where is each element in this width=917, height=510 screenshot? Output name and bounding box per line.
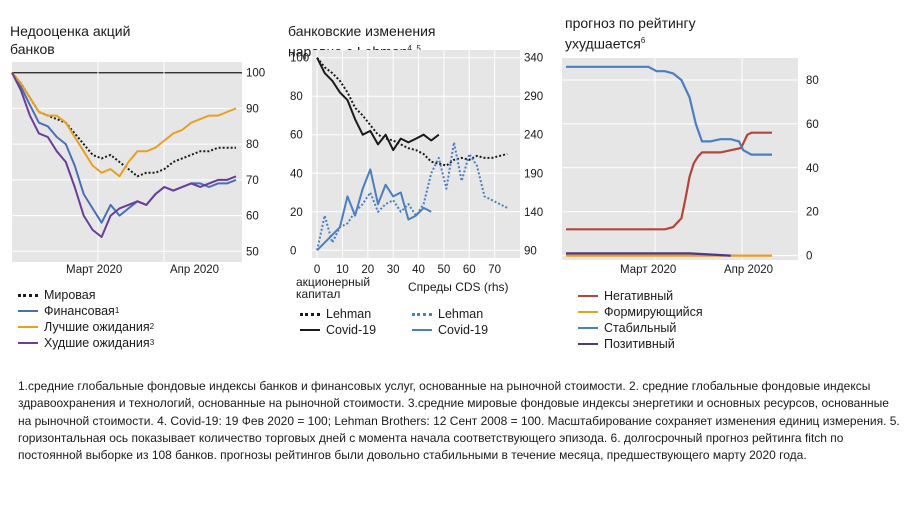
panel1-series-line-2: [11, 72, 237, 178]
panel1-y-tick-label: 60: [246, 211, 259, 223]
panel2-series-line-0: [316, 57, 508, 167]
panel2-y-left-tick-label: 20: [290, 207, 303, 219]
panel3-title: прогноз по рейтингу ухудшается6: [565, 15, 696, 52]
legend-swatch: [412, 329, 432, 331]
panel2-y-left-tick-label: 100: [290, 53, 309, 65]
panel1-series-line-1: [11, 72, 237, 224]
panel2-y-right-tick-label: 340: [524, 53, 543, 65]
panel3-series-line-3: [566, 252, 731, 257]
panel2-x-tick-label: 20: [361, 264, 374, 276]
panel1-x-tick-label: Март 2020: [66, 264, 122, 276]
panel2-x-tick-label: 30: [387, 264, 400, 276]
legend-swatch: [18, 326, 38, 328]
panel3-legend-item: Позитивный: [578, 336, 703, 352]
panel2-title-sup: 4, 5: [407, 44, 421, 53]
legend-swatch: [300, 312, 320, 316]
panel2-legend-label: Lehman: [438, 307, 484, 321]
panel3-legend-label: Формирующийся: [604, 305, 703, 319]
panel2-x-tick-label: 40: [412, 264, 425, 276]
panel3-legend-item: Стабильный: [578, 320, 703, 336]
panel1-legend-sup: 2: [149, 322, 155, 331]
panel3-legend-label: Стабильный: [604, 321, 677, 335]
panel2-legend-item: Covid-19: [412, 322, 522, 338]
panel1-legend-item: Худшие ожидания 3: [18, 335, 154, 351]
panel3-legend-label: Позитивный: [604, 337, 675, 351]
panel2-legend-label: Covid-19: [326, 323, 377, 337]
panel2-x-tick-label: 70: [488, 264, 501, 276]
panel1-y-tick-label: 100: [246, 68, 265, 80]
legend-swatch: [578, 327, 598, 329]
panel1-title: Недооценка акций банков: [10, 23, 131, 57]
panel2-series-line-1: [316, 57, 440, 152]
footnotes: 1.средние глобальные фондовые индексы ба…: [18, 379, 900, 463]
panel3-title-sup: 6: [640, 36, 646, 45]
panel2-legend-item: Covid-19: [300, 322, 412, 338]
panel1-y-tick-label: 70: [246, 175, 259, 187]
panel1-legend-item: Мировая: [18, 287, 154, 303]
panel1-legend-sup: 1: [114, 306, 120, 315]
panel2-xlabel-right: Спреды CDS (rhs): [408, 280, 509, 294]
panel2-y-right-tick-label: 240: [524, 130, 543, 142]
panel3-y-tick-label: 80: [806, 75, 819, 87]
panel2-legend-item: Lehman: [300, 306, 412, 322]
panel2-x-tick-label: 50: [438, 264, 451, 276]
panel2-y-right-tick-label: 140: [524, 207, 543, 219]
panel2-y-right-tick-label: 190: [524, 168, 543, 180]
legend-swatch: [412, 312, 432, 316]
panel1-y-tick-label: 90: [246, 103, 259, 115]
legend-swatch: [18, 293, 38, 297]
panel2-xlabel-left: акционерный капитал: [296, 275, 371, 301]
panel2-x-tick-label: 10: [336, 264, 349, 276]
legend-swatch: [578, 343, 598, 345]
panel1-legend-label: Финансовая: [44, 304, 115, 318]
panel2-y-left-tick-label: 80: [290, 91, 303, 103]
panel3-x-tick-label: Апр 2020: [724, 264, 773, 276]
panel3-legend-item: Формирующийся: [578, 304, 703, 320]
panel1-y-tick-label: 50: [246, 246, 259, 258]
legend-swatch: [18, 342, 38, 344]
panel2-y-left-tick-label: 60: [290, 130, 303, 142]
panel1-series-line-3: [11, 72, 237, 238]
panel2-x-tick-label: 60: [463, 264, 476, 276]
panel2-legend-item: Lehman: [412, 306, 522, 322]
legend-swatch: [300, 329, 320, 331]
panel3-plot-area: [562, 58, 798, 260]
panel2-plot-area: [312, 50, 520, 258]
panel3-y-tick-label: 40: [806, 163, 819, 175]
panel2-y-right-tick-label: 290: [524, 91, 543, 103]
panel1-plot-area: [12, 62, 242, 262]
panel1-legend-item: Финансовая 1: [18, 303, 154, 319]
legend-swatch: [578, 311, 598, 313]
panel2-series-line-3: [316, 168, 432, 252]
panel2-y-left-tick-label: 0: [290, 245, 296, 257]
panel1-x-tick-label: Апр 2020: [170, 264, 219, 276]
legend-swatch: [18, 310, 38, 312]
panel2-x-tick-label: 0: [314, 264, 320, 276]
panel3-legend-item: Негативный: [578, 288, 703, 304]
panel3-series-line-2: [566, 65, 772, 156]
panel3-y-tick-label: 0: [806, 251, 812, 263]
panel1-legend-sup: 3: [149, 338, 155, 347]
panel3-y-tick-label: 60: [806, 119, 819, 131]
panel1-legend-label: Мировая: [44, 288, 96, 302]
panel3-x-tick-label: Март 2020: [620, 264, 676, 276]
panel2-legend-label: Lehman: [326, 307, 372, 321]
panel3-legend: Негативный Формирующийся Стабильный Позитив…: [578, 288, 703, 352]
legend-swatch: [578, 295, 598, 297]
panel1-y-tick-label: 80: [246, 139, 259, 151]
panel2-y-left-tick-label: 40: [290, 168, 303, 180]
panel3-y-tick-label: 20: [806, 207, 819, 219]
panel3-series-line-0: [566, 131, 772, 231]
panel3-legend-label: Негативный: [604, 289, 674, 303]
panel1-legend: Мировая Финансовая 1 Лучшие ожидания 2 Худшие…: [18, 287, 154, 351]
panel1-legend-label: Худшие ожидания: [44, 336, 150, 350]
panel1-legend-item: Лучшие ожидания 2: [18, 319, 154, 335]
panel2-legend-label: Covid-19: [438, 323, 489, 337]
panel2-y-right-tick-label: 90: [524, 245, 537, 257]
panel1-legend-label: Лучшие ожидания: [44, 320, 150, 334]
panel2-legend: Lehman Lehman Covid-19 Covid-19: [300, 306, 522, 338]
